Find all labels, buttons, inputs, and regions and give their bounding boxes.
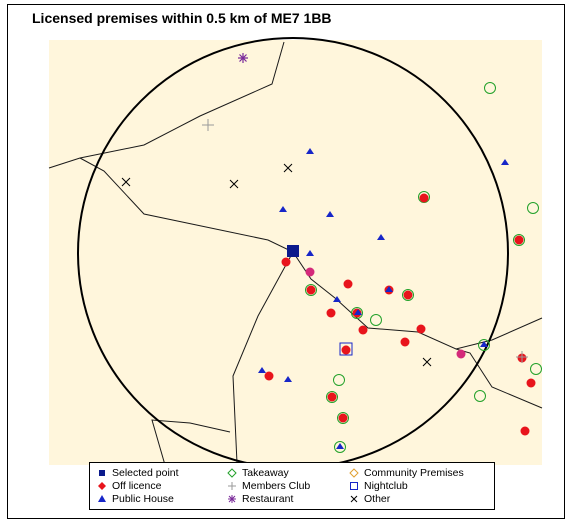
legend-restaurant: Restaurant	[226, 493, 293, 505]
legend-label: Restaurant	[242, 493, 294, 505]
restaurant-markers	[238, 53, 248, 63]
takeaway-marker	[513, 234, 525, 246]
public-house-marker	[336, 443, 344, 449]
other-marker	[283, 163, 293, 173]
off-licence-marker	[342, 345, 350, 353]
public-house-marker	[279, 206, 287, 212]
takeaway-marker	[333, 374, 345, 386]
public-house-marker	[480, 341, 488, 347]
public-house-marker	[501, 159, 509, 165]
roads	[48, 41, 543, 466]
other-markers	[121, 163, 432, 367]
off-licence-marker	[514, 235, 524, 245]
off-licence-marker	[326, 308, 336, 318]
off-licence-marker	[343, 279, 353, 289]
other-marker	[229, 179, 239, 189]
grey-plus-icon	[226, 480, 238, 492]
orange-diamond-outline-icon	[348, 467, 360, 479]
takeaway-marker	[484, 82, 496, 94]
road	[151, 419, 231, 466]
legend-takeaway: Takeaway	[226, 467, 289, 479]
off-licence-marker	[338, 413, 348, 423]
black-cross-icon	[348, 493, 360, 505]
takeaway-marker	[334, 441, 346, 453]
nightclub-marker	[339, 342, 353, 356]
takeaway-marker	[527, 202, 539, 214]
red-diamond-icon	[96, 480, 108, 492]
legend-other: Other	[348, 493, 390, 505]
off-licence-marker	[327, 392, 337, 402]
takeaway-marker	[326, 391, 338, 403]
legend-community-premises: Community Premises	[348, 467, 464, 479]
takeaway-marker	[351, 307, 363, 319]
legend-off-licence: Off licence	[96, 480, 161, 492]
legend-members-club: Members Club	[226, 480, 310, 492]
off-licence-markers	[264, 193, 536, 436]
legend-label: Off licence	[112, 480, 162, 492]
off-licence-marker	[403, 290, 413, 300]
off-licence-marker	[306, 285, 316, 295]
restaurant-marker	[238, 53, 248, 63]
members-club-marker	[516, 351, 528, 363]
other-marker	[121, 177, 131, 187]
takeaway-marker	[402, 289, 414, 301]
road	[79, 157, 543, 350]
off-licence-marker	[526, 378, 536, 388]
takeaway-marker	[337, 412, 349, 424]
other-marker	[422, 357, 432, 367]
road	[48, 41, 285, 169]
map-title: Licensed premises within 0.5 km of ME7 1…	[32, 10, 332, 26]
takeaway-marker	[478, 339, 490, 351]
off-licence-marker	[264, 371, 274, 381]
public-house-marker	[354, 309, 362, 315]
off-licence-marker	[520, 426, 530, 436]
takeaway-marker	[305, 284, 317, 296]
takeaway-marker	[474, 390, 486, 402]
off-licence-marker	[281, 257, 291, 267]
off-licence-marker	[400, 337, 410, 347]
members-club-markers	[202, 119, 528, 363]
mixed-marker	[305, 267, 315, 277]
legend-nightclub: Nightclub	[348, 480, 408, 492]
purple-asterisk-icon	[226, 493, 238, 505]
legend-label: Nightclub	[364, 480, 408, 492]
off-licence-marker	[416, 324, 426, 334]
takeaway-marker	[530, 363, 542, 375]
selected-square-icon	[96, 467, 108, 479]
blue-triangle-icon	[96, 493, 108, 505]
legend-public-house: Public House	[96, 493, 174, 505]
green-diamond-outline-icon	[226, 467, 238, 479]
public-house-marker	[258, 367, 266, 373]
legend-label: Community Premises	[364, 467, 464, 479]
legend-label: Members Club	[242, 480, 311, 492]
legend-label: Public House	[112, 493, 174, 505]
blue-square-outline-icon	[348, 480, 360, 492]
legend-label: Selected point	[112, 467, 179, 479]
off-licence-marker	[358, 325, 368, 335]
public-house-marker	[326, 211, 334, 217]
legend-label: Takeaway	[242, 467, 289, 479]
public-house-marker	[377, 234, 385, 240]
map-legend: Selected point Off licence Public House …	[89, 462, 495, 510]
mixed-marker	[456, 349, 466, 359]
off-licence-marker	[419, 193, 429, 203]
members-club-marker	[202, 119, 214, 131]
legend-label: Other	[364, 493, 391, 505]
public-house-marker	[306, 148, 314, 154]
public-house-markers	[258, 148, 509, 449]
road	[232, 251, 294, 464]
public-house-marker	[385, 286, 393, 292]
takeaway-marker	[370, 314, 382, 326]
public-house-marker	[284, 376, 292, 382]
public-house-marker	[306, 250, 314, 256]
legend-selected-point: Selected point	[96, 467, 179, 479]
selected-point-marker	[287, 245, 299, 257]
mixed-markers	[305, 267, 466, 359]
public-house-marker	[333, 296, 341, 302]
